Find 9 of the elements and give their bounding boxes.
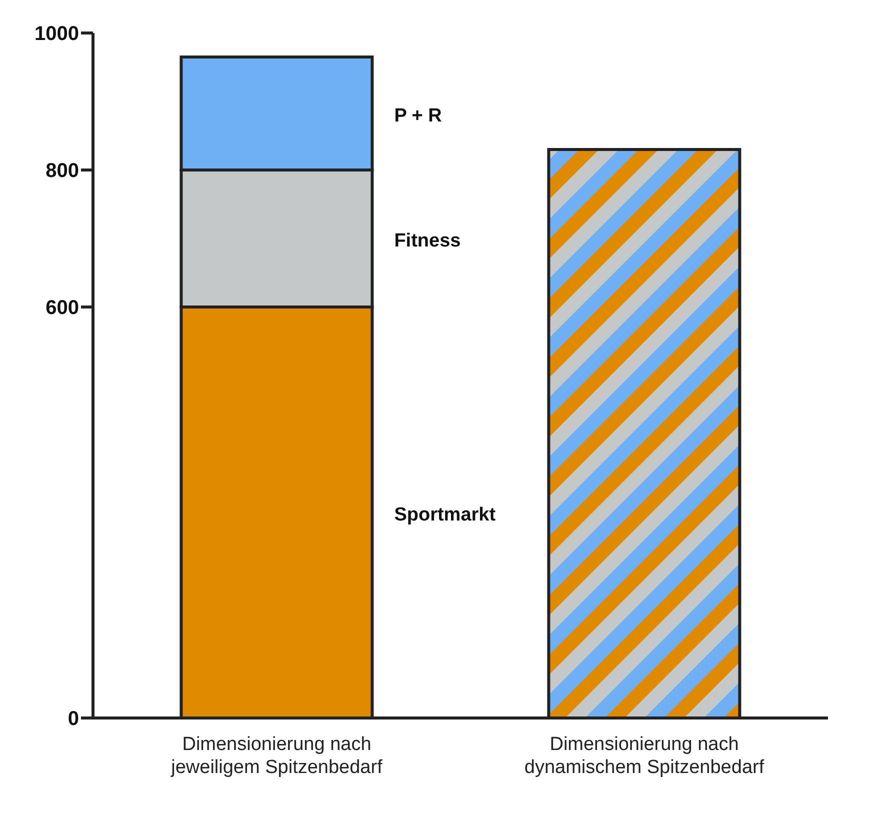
series-label: Sportmarkt [394,504,496,526]
y-tick-label: 0 [68,708,79,730]
y-tick-label: 1000 [34,23,79,46]
x-tick-label: Dimensionierung nach jeweiligem Spitzenbedarf [170,734,384,778]
series-label: P + R [394,105,442,126]
series-label: Fitness [394,230,461,252]
y-tick-label: 600 [46,297,79,320]
y-tick-label: 800 [46,160,79,182]
x-tick-label: Dimensionierung nach dynamischem Spitzenbedarf [524,734,765,778]
